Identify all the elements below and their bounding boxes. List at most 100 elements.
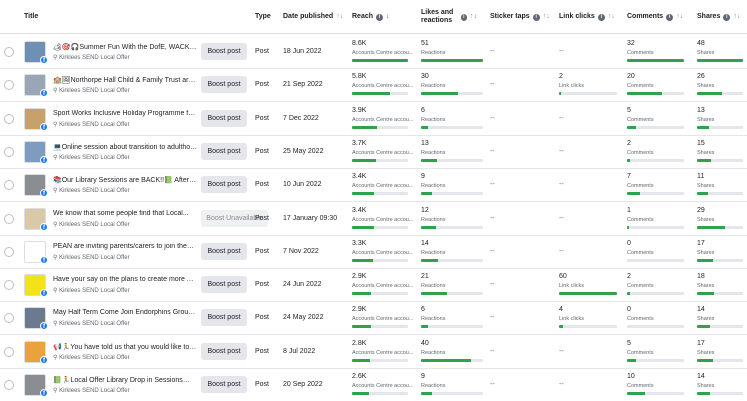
row-select-radio[interactable] xyxy=(4,380,14,390)
row-select-radio[interactable] xyxy=(4,47,14,57)
table-row[interactable]: f 📗🏃Local Offer Library Drop in Sessions🏃… xyxy=(0,368,747,401)
boost-post-button[interactable]: Boost post xyxy=(201,242,247,260)
row-select-radio[interactable] xyxy=(4,213,14,224)
sort-descending-icon[interactable]: ↓ xyxy=(386,13,390,20)
facebook-icon: f xyxy=(40,289,48,298)
info-icon[interactable]: i xyxy=(666,13,674,21)
post-title[interactable]: 📚Our Library Sessions are BACK!!📗 After … xyxy=(53,177,198,185)
table-row[interactable]: f 💻Online session about transition to adu… xyxy=(0,135,747,169)
reach-cell: 2.9K Accounts Centre accou... xyxy=(352,272,413,298)
link-clicks-value: 4 xyxy=(559,306,563,314)
info-icon[interactable]: i xyxy=(376,13,384,21)
table-row[interactable]: f 📢🏃You have told us that you would like … xyxy=(0,335,747,369)
post-type: Post xyxy=(255,214,270,222)
boost-post-button[interactable]: Boost post xyxy=(201,142,247,160)
header-comments[interactable]: Comments i ↑↓ xyxy=(627,13,684,21)
likes-bar xyxy=(421,92,483,96)
row-select-radio[interactable] xyxy=(4,280,14,291)
location-pin-icon: ⚲ xyxy=(53,288,60,295)
header-reach[interactable]: Reach i ↓ xyxy=(352,13,390,21)
reach-cell: 5.8K Accounts Centre accou... xyxy=(352,72,413,98)
likes-cell: 13 Reactions xyxy=(421,139,483,165)
sort-icon[interactable]: ↑↓ xyxy=(607,13,615,20)
comments-bar xyxy=(627,258,684,262)
shares-bar xyxy=(697,59,743,62)
table-row[interactable]: f May Half Term Come Join Endorphins Grou… xyxy=(0,301,747,336)
boost-post-button[interactable]: Boost post xyxy=(201,43,247,60)
location-pin-icon: ⚲ xyxy=(53,354,60,361)
comments-value: 32 xyxy=(627,40,635,47)
boost-post-button[interactable]: Boost post xyxy=(201,309,247,327)
comments-value: 1 xyxy=(627,206,631,214)
boost-post-button[interactable]: Boost post xyxy=(201,76,247,94)
page-name: ⚲ Kirklees SEND Local Offer xyxy=(53,354,130,361)
table-row[interactable]: f 📚Our Library Sessions are BACK!!📗 After… xyxy=(0,168,747,203)
post-title[interactable]: 📗🏃Local Offer Library Drop in Sessions🏃📗… xyxy=(53,377,198,384)
boost-post-button[interactable]: Boost post xyxy=(201,109,247,127)
comments-value: 0 xyxy=(627,239,631,247)
header-likes[interactable]: Likes and reactions i ↑↓ xyxy=(421,9,477,24)
info-icon[interactable]: i xyxy=(532,13,540,21)
sort-icon[interactable]: ↑↓ xyxy=(676,13,684,20)
reach-bar xyxy=(352,325,408,329)
table-row[interactable]: f Have your say on the plans to create mo… xyxy=(0,268,747,303)
table-row[interactable]: f We know that some people find that Loca… xyxy=(0,202,747,236)
location-pin-icon: ⚲ xyxy=(53,188,60,195)
row-select-radio[interactable] xyxy=(4,180,14,191)
reach-value: 3.7K xyxy=(352,139,367,147)
shares-subtitle: Shares xyxy=(697,83,715,90)
row-select-radio[interactable] xyxy=(4,146,14,157)
shares-value: 13 xyxy=(697,106,705,114)
post-title[interactable]: 📢🏃You have told us that you would like t… xyxy=(53,343,198,351)
header-shares[interactable]: Shares i ↑↓ xyxy=(697,13,741,21)
sticker-taps-value: -- xyxy=(490,247,495,255)
post-title[interactable]: May Half Term Come Join Endorphins Group… xyxy=(53,309,198,317)
row-select-radio[interactable] xyxy=(4,113,14,124)
row-select-radio[interactable] xyxy=(4,313,14,324)
info-icon[interactable]: i xyxy=(723,13,731,21)
row-select-radio[interactable] xyxy=(4,246,14,257)
likes-cell: 40 Reactions xyxy=(421,339,483,365)
post-title[interactable]: 💻Online session about transition to adul… xyxy=(53,143,198,151)
reach-subtitle: Accounts Centre accou... xyxy=(352,283,414,290)
post-title[interactable]: Sport Works Inclusive Holiday Programme … xyxy=(53,109,198,117)
boost-post-button[interactable]: Boost post xyxy=(201,176,247,194)
sort-icon[interactable]: ↑↓ xyxy=(733,13,741,20)
info-icon[interactable]: i xyxy=(460,13,467,21)
likes-bar xyxy=(421,325,483,329)
table-row[interactable]: f Sport Works Inclusive Holiday Programme… xyxy=(0,102,747,136)
likes-cell: 30 Reactions xyxy=(421,72,483,98)
boost-post-button[interactable]: Boost post xyxy=(201,376,247,393)
boost-post-button[interactable]: Boost Unavailable xyxy=(201,209,268,227)
row-select-radio[interactable] xyxy=(4,80,14,91)
post-title[interactable]: We know that some people find that Local… xyxy=(53,209,189,217)
info-icon[interactable]: i xyxy=(597,13,605,21)
header-date[interactable]: Date published ↑↓ xyxy=(283,13,344,20)
date-published: 17 January 09:30 xyxy=(283,214,338,222)
table-row[interactable]: f 🏫🖼Northorpe Hall Child & Family Trust a… xyxy=(0,68,747,103)
post-title[interactable]: 🏫🖼Northorpe Hall Child & Family Trust ar… xyxy=(53,77,198,85)
sort-icon[interactable]: ↑↓ xyxy=(470,13,477,20)
header-link[interactable]: Link clicks i ↑↓ xyxy=(559,13,615,21)
shares-value: 48 xyxy=(697,40,705,47)
boost-post-button[interactable]: Boost post xyxy=(201,342,247,360)
facebook-icon: f xyxy=(40,255,48,264)
shares-bar xyxy=(697,292,743,296)
sort-icon[interactable]: ↑↓ xyxy=(336,13,344,20)
likes-cell: 12 Reactions xyxy=(421,206,483,232)
post-title[interactable]: PEAN are inviting parents/carers to join… xyxy=(53,242,198,250)
post-title[interactable]: Have your say on the plans to create mor… xyxy=(53,276,198,284)
boost-post-button[interactable]: Boost post xyxy=(201,276,247,294)
shares-value: 17 xyxy=(697,239,705,247)
table-row[interactable]: f PEAN are inviting parents/carers to joi… xyxy=(0,235,747,269)
reach-cell: 3.3K Accounts Centre accou... xyxy=(352,239,413,265)
date-published: 7 Nov 2022 xyxy=(283,247,319,255)
post-title[interactable]: 🏕🎯🎧Summer Fun With the DofE, WACKY Fo... xyxy=(53,44,198,51)
reach-cell: 8.6K Accounts Centre accou... xyxy=(352,39,413,65)
header-sticker[interactable]: Sticker taps i ↑↓ xyxy=(490,13,550,21)
date-published: 24 May 2022 xyxy=(283,314,324,322)
sort-icon[interactable]: ↑↓ xyxy=(542,13,550,20)
table-row[interactable]: f 🏕🎯🎧Summer Fun With the DofE, WACKY Fo..… xyxy=(0,35,747,69)
likes-subtitle: Reactions xyxy=(421,216,446,223)
row-select-radio[interactable] xyxy=(4,346,14,357)
